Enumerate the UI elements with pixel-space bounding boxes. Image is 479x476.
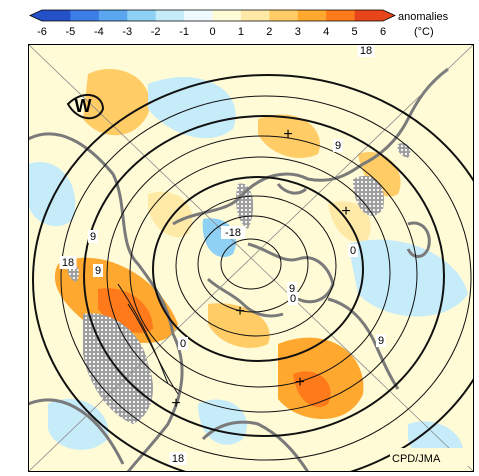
contour-label-background	[333, 139, 343, 152]
colorbar-swatch	[98, 10, 128, 21]
projection-lines	[28, 44, 474, 472]
high-center-mark: +	[235, 303, 244, 320]
colorbar-swatch	[212, 10, 242, 21]
contour-label: 9	[335, 140, 341, 152]
colorbar-tick-label: -1	[179, 26, 189, 38]
warm-anomaly-areas	[54, 68, 401, 419]
colorbar-swatch	[297, 10, 327, 21]
colorbar-outline	[29, 9, 396, 22]
contour-label: 9	[90, 231, 96, 243]
contour-label-background	[93, 264, 103, 277]
contour-label-background	[169, 452, 187, 465]
colorbar-tick-label: -4	[94, 26, 104, 38]
contour-label-background	[221, 226, 245, 239]
contour-label-background	[376, 334, 386, 347]
colorbar-right-arrow	[383, 10, 395, 21]
colorbar-tick-label: 6	[380, 26, 386, 38]
colorbar-tick-label: 5	[352, 26, 358, 38]
colorbar-tick-label: 4	[323, 26, 329, 38]
high-center-mark: +	[283, 126, 292, 143]
contour-label: -18	[225, 227, 241, 239]
contour-label: 0	[290, 293, 296, 305]
colorbar-swatch	[42, 10, 71, 21]
contour-label-background	[288, 292, 298, 305]
contour-label: 9	[289, 283, 295, 295]
colorbar: -6 -5 -4 -3 -2 -1 0 1 2 3 4 5 6 anomalies (°C)	[29, 9, 449, 38]
contour-label: 18	[360, 45, 372, 57]
colorbar-tick-label: 3	[295, 26, 301, 38]
colorbar-tick-label: 2	[266, 26, 272, 38]
colorbar-tick-label: -5	[66, 26, 76, 38]
high-center-mark: +	[295, 374, 304, 391]
colorbar-swatches	[29, 9, 396, 22]
colorbar-swatch	[155, 10, 185, 21]
contour-label-background	[357, 44, 375, 57]
height-contours	[32, 74, 474, 472]
colorbar-tick-label: -3	[122, 26, 132, 38]
contour-label: 9	[378, 335, 384, 347]
colorbar-swatch	[326, 10, 356, 21]
high-center-mark: +	[341, 203, 350, 220]
contour-label: 9	[95, 265, 101, 277]
colorbar-ticks: -6 -5 -4 -3 -2 -1 0 1 2 3 4 5 6	[37, 26, 386, 38]
coastlines	[28, 67, 449, 472]
colorbar-swatch	[127, 10, 157, 21]
contour-label-background	[88, 230, 98, 243]
contour-label: 0	[180, 338, 186, 350]
low-center-mark: W	[75, 96, 92, 116]
contour-label-background	[178, 337, 188, 350]
contour-label: 18	[172, 453, 184, 465]
colorbar-swatch	[269, 10, 299, 21]
credit-label: CPD/JMA	[392, 453, 441, 465]
contour-label-background	[287, 282, 297, 295]
colorbar-tick-label: -2	[151, 26, 161, 38]
colorbar-swatch	[70, 10, 100, 21]
high-center-mark: +	[171, 395, 180, 412]
contour-label: 0	[350, 245, 356, 257]
contour-label-background	[348, 244, 358, 257]
colorbar-tick-label: 0	[209, 26, 215, 38]
contour-label: 18	[62, 257, 74, 269]
colorbar-left-arrow	[30, 10, 42, 21]
colorbar-swatch	[240, 10, 270, 21]
colorbar-tick-label: 1	[238, 26, 244, 38]
colorbar-swatch	[184, 10, 213, 21]
colorbar-tick-label: -6	[37, 26, 47, 38]
colorbar-title: anomalies	[398, 11, 449, 23]
center-marks: + + + + + W	[75, 96, 351, 412]
contour-label-background	[59, 256, 77, 269]
colorbar-unit: (°C)	[414, 26, 434, 38]
colorbar-swatch	[354, 10, 384, 21]
